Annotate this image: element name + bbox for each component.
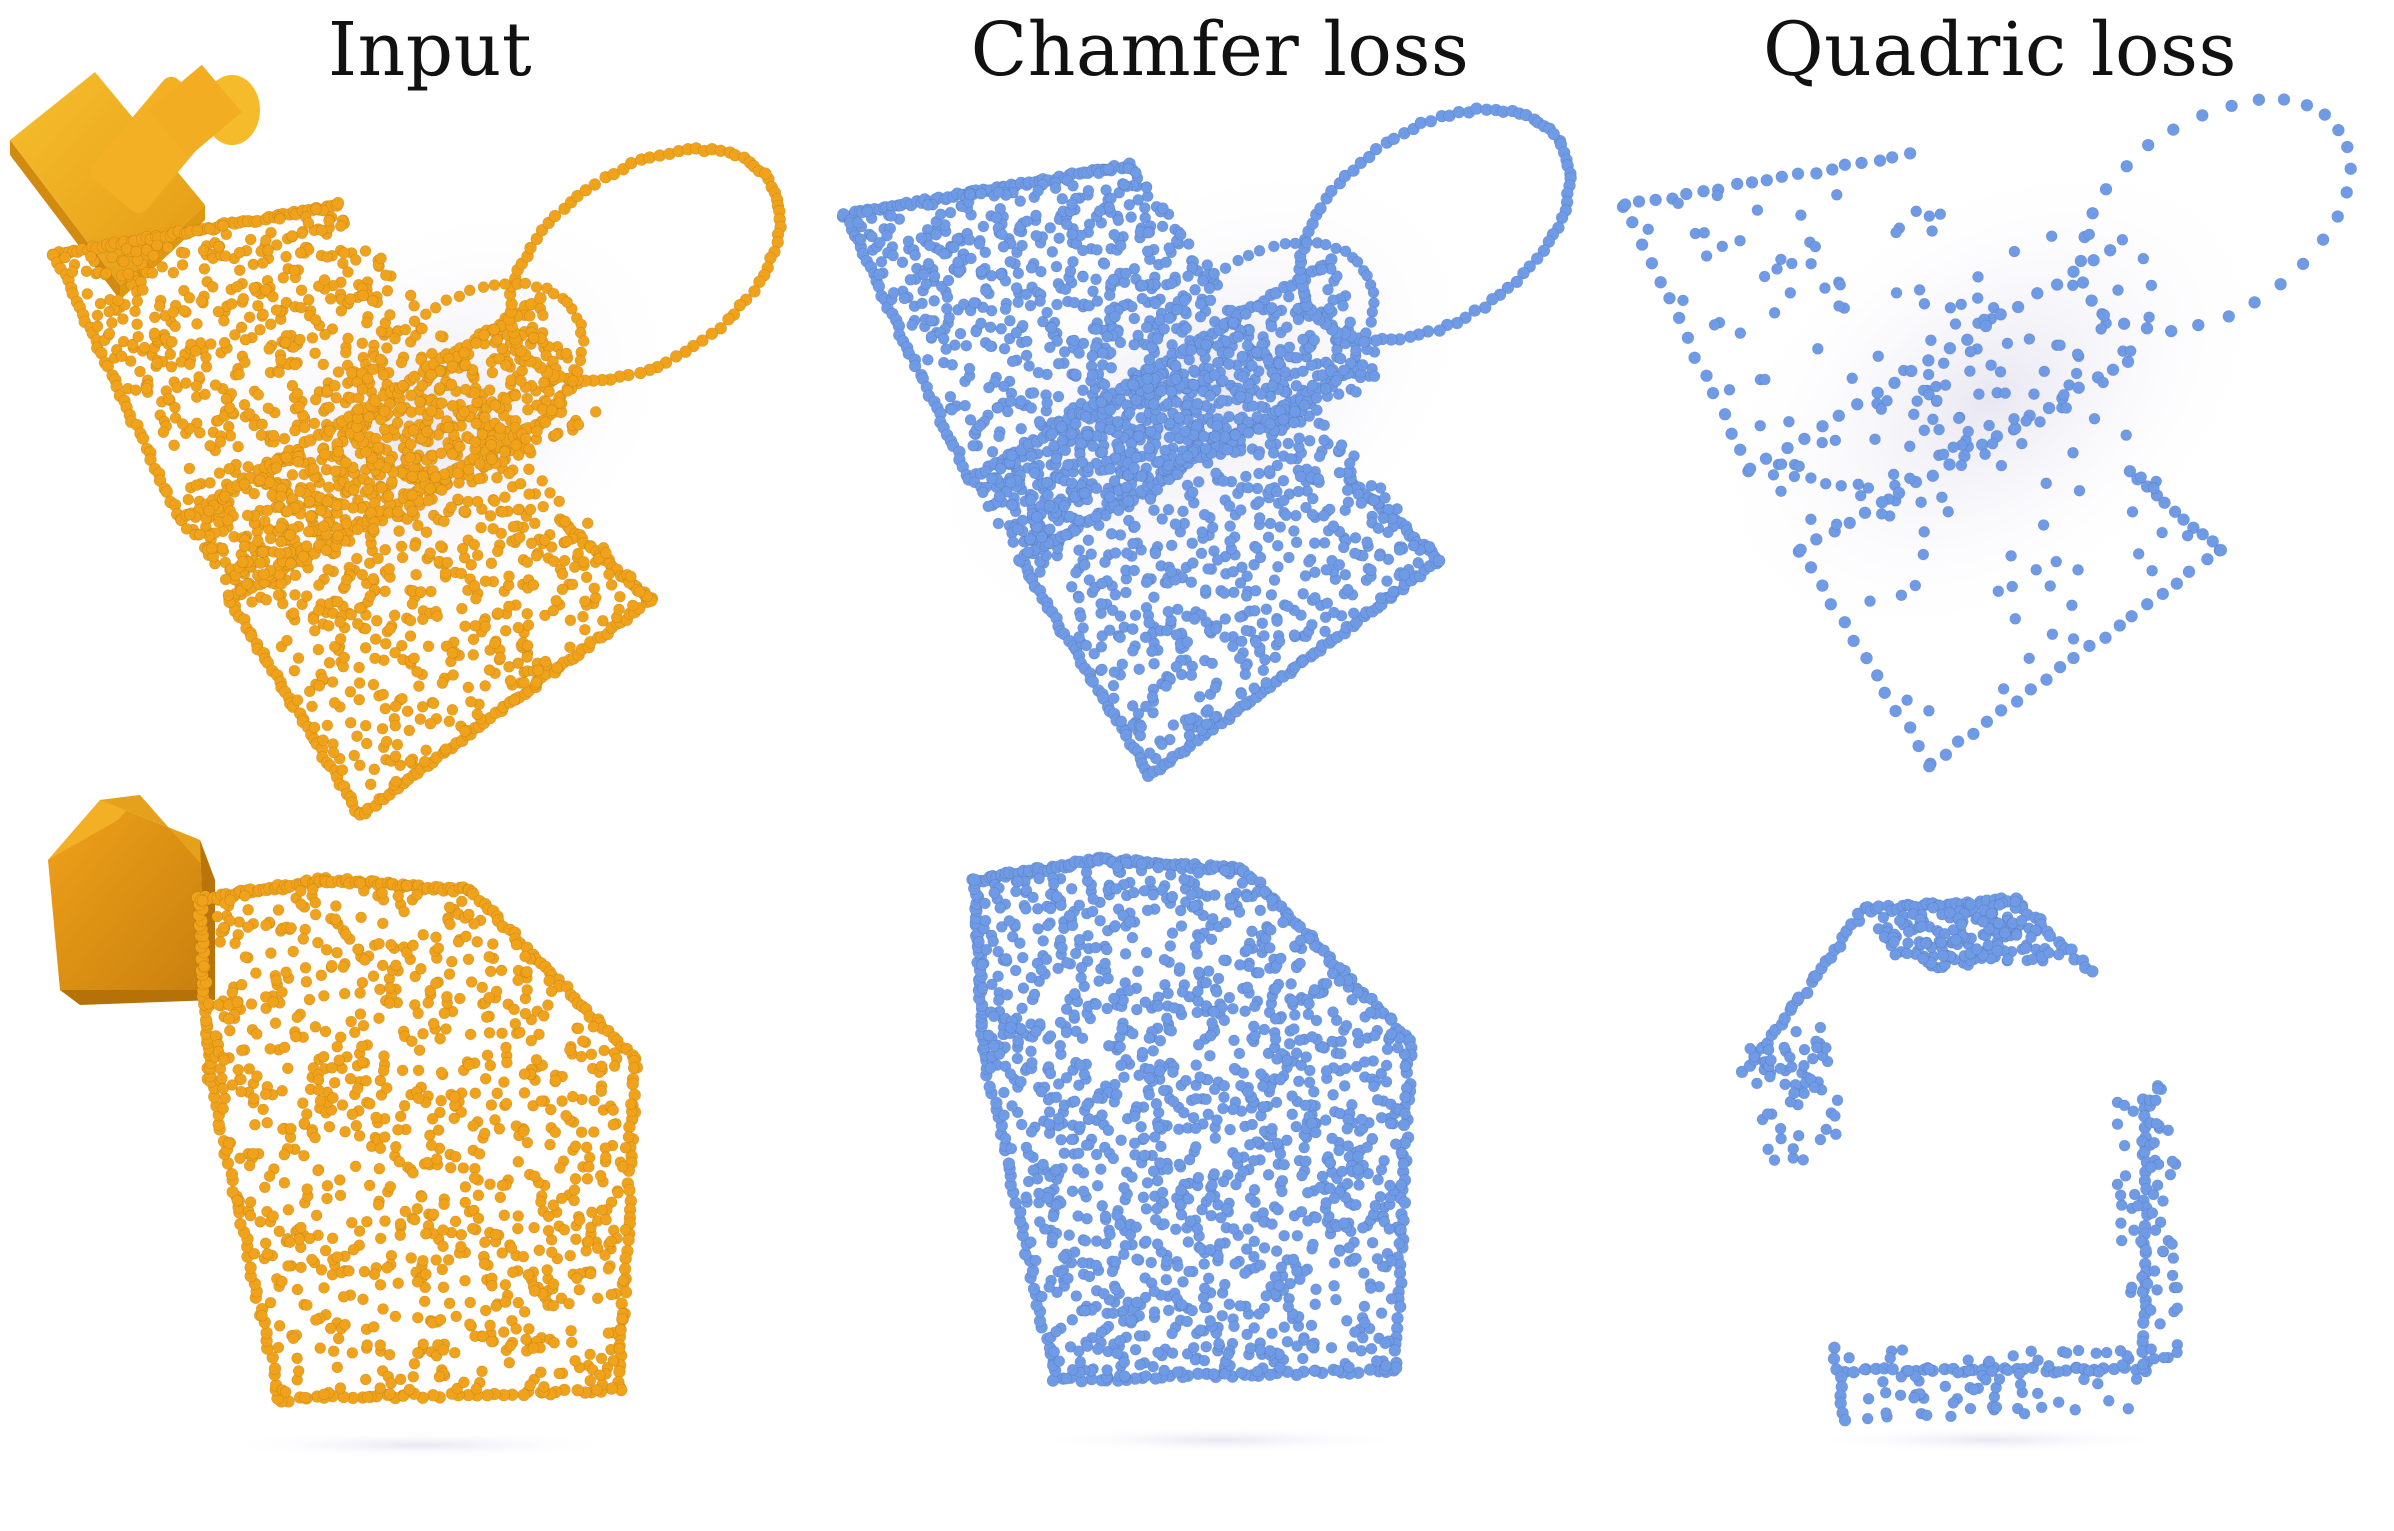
point-clouds (46, 93, 2357, 1427)
point-cloud-chamfer-row-2 (966, 851, 1418, 1388)
shadow-quadric-row-2 (1810, 1426, 2170, 1454)
point-cloud-quadric-row-2 (1735, 892, 2184, 1427)
point-cloud-chamfer-row-1 (836, 102, 1577, 783)
shadow-quadric-row-1 (1701, 148, 2279, 652)
column-title-input: Input (327, 7, 533, 93)
point-cloud-quadric-row-1 (1616, 93, 2357, 773)
point-cloud-input-row-1 (46, 142, 787, 821)
point-cloud-input-row-2 (191, 871, 644, 1408)
shadow-chamfer-row-2 (1030, 1426, 1410, 1454)
thumbnail-pentagon-prism (48, 795, 215, 1005)
column-title-quadric-loss: Quadric loss (1763, 7, 2237, 93)
shadow-input-row-2 (220, 1431, 620, 1459)
column-title-chamfer-loss: Chamfer loss (970, 7, 1470, 93)
